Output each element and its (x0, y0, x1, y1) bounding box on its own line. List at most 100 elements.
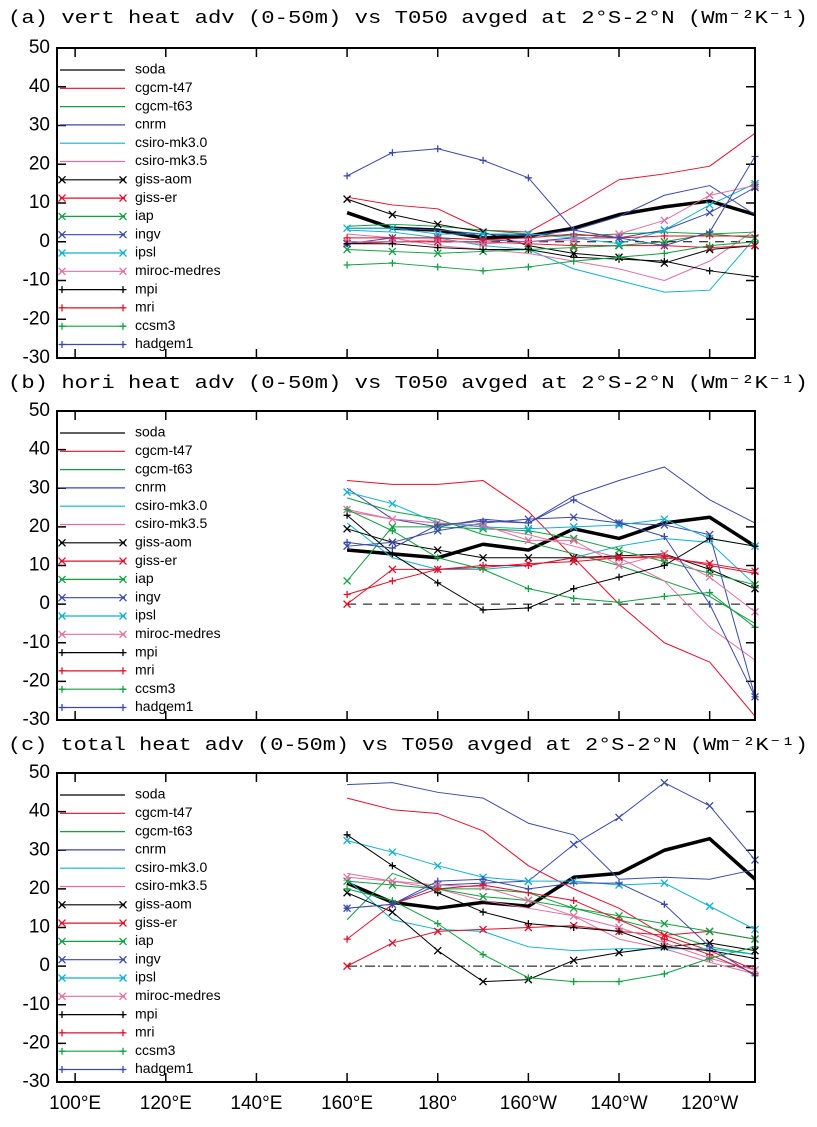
y-tick-label: 20 (29, 153, 50, 174)
legend-marker (58, 649, 66, 657)
legend-marker (58, 575, 66, 584)
series-marker (706, 943, 714, 951)
series-marker (343, 505, 351, 513)
series-marker (479, 977, 488, 986)
y-tick-label: 0 (39, 593, 50, 614)
series-marker (479, 236, 487, 244)
series-marker (615, 239, 623, 248)
legend-marker (58, 1047, 66, 1055)
x-tick-label: 100°E (49, 1093, 101, 1114)
legend-label: ipsl (135, 607, 156, 623)
series-marker (388, 234, 396, 242)
series-marker (569, 243, 578, 252)
series-line (346, 836, 757, 910)
series-line (346, 510, 756, 661)
legend-marker (119, 974, 127, 982)
series-marker (660, 249, 668, 257)
legend-marker (119, 341, 127, 348)
legend-marker (119, 322, 127, 330)
series-line (346, 528, 756, 590)
legend-label: hadgem1 (135, 1060, 194, 1076)
legend-marker (119, 175, 127, 184)
legend-label: mpi (135, 643, 158, 659)
series-line (346, 834, 756, 959)
x-tick-label: 140°E (230, 1093, 282, 1114)
series-marker (479, 951, 487, 959)
y-tick-label: -30 (23, 1071, 50, 1092)
series-marker (343, 885, 351, 893)
series-marker (615, 916, 623, 924)
series-marker (570, 594, 578, 602)
legend-label: csiro-mk3.0 (135, 134, 208, 150)
legend-label: cnrm (135, 116, 166, 132)
series-marker (434, 234, 442, 242)
x-tick-label: 140°W (590, 1093, 647, 1114)
legend-label: cgcm-t47 (135, 79, 193, 95)
legend-marker (58, 612, 66, 620)
legend-marker (58, 304, 66, 312)
legend-marker (119, 249, 127, 257)
legend-marker (58, 919, 66, 928)
panel-title: (a) vert heat adv (0-50m) vs T050 avged … (8, 8, 808, 29)
legend-marker (119, 194, 127, 203)
legend-marker (58, 667, 66, 675)
legend-label: giss-aom (135, 896, 192, 912)
series-marker (524, 237, 533, 246)
legend-marker (119, 230, 127, 239)
series-marker (569, 904, 578, 913)
legend-label: mpi (135, 1005, 158, 1021)
series-marker (706, 534, 714, 542)
legend-label: cnrm (135, 479, 166, 495)
series-marker (434, 145, 442, 153)
legend-marker (58, 557, 66, 566)
series-marker (569, 956, 578, 965)
series-marker (524, 230, 533, 238)
legend-label: csiro-mk3.0 (135, 497, 208, 513)
y-tick-label: -20 (23, 1032, 50, 1053)
series-marker (343, 831, 351, 839)
series-marker (615, 813, 623, 822)
series-marker (343, 962, 352, 971)
legend-marker (119, 630, 127, 639)
series-marker (706, 562, 714, 569)
legend-label: cgcm-t47 (135, 804, 193, 820)
legend-label: giss-aom (135, 534, 192, 550)
y-tick-label: 30 (29, 839, 50, 860)
series-marker (569, 536, 578, 545)
legend-marker (119, 575, 127, 584)
legend-label: giss-er (135, 914, 177, 930)
legend-marker (58, 937, 66, 946)
series-marker (705, 927, 714, 936)
legend-marker (119, 286, 127, 294)
y-tick-label: 30 (29, 477, 50, 498)
series-marker (660, 970, 668, 978)
legend-marker (119, 1029, 127, 1037)
series-marker (434, 263, 442, 271)
series-marker (434, 920, 442, 928)
legend-label: mpi (135, 280, 158, 296)
series-marker (524, 974, 532, 982)
series-line (347, 241, 756, 249)
series-marker (388, 247, 397, 256)
series-marker (479, 267, 487, 275)
series-marker (343, 576, 352, 585)
series-marker (434, 579, 442, 587)
legend-marker (119, 685, 127, 693)
series-marker (388, 210, 397, 219)
series-marker (434, 877, 442, 885)
legend-label: mri (135, 1024, 154, 1040)
series-line (347, 876, 756, 971)
legend-label: soda (135, 786, 166, 802)
series-marker (615, 598, 623, 606)
legend-label: csiro-mk3.5 (135, 515, 208, 531)
series-marker (343, 224, 352, 233)
legend-marker (119, 919, 127, 928)
series-marker (615, 234, 623, 242)
series-marker (660, 515, 669, 524)
series-marker (388, 515, 397, 524)
legend-marker (119, 1066, 127, 1073)
plot-frame (56, 772, 756, 1083)
legend-marker (119, 557, 127, 566)
series-marker (569, 235, 578, 244)
y-tick-label: -20 (23, 308, 50, 329)
